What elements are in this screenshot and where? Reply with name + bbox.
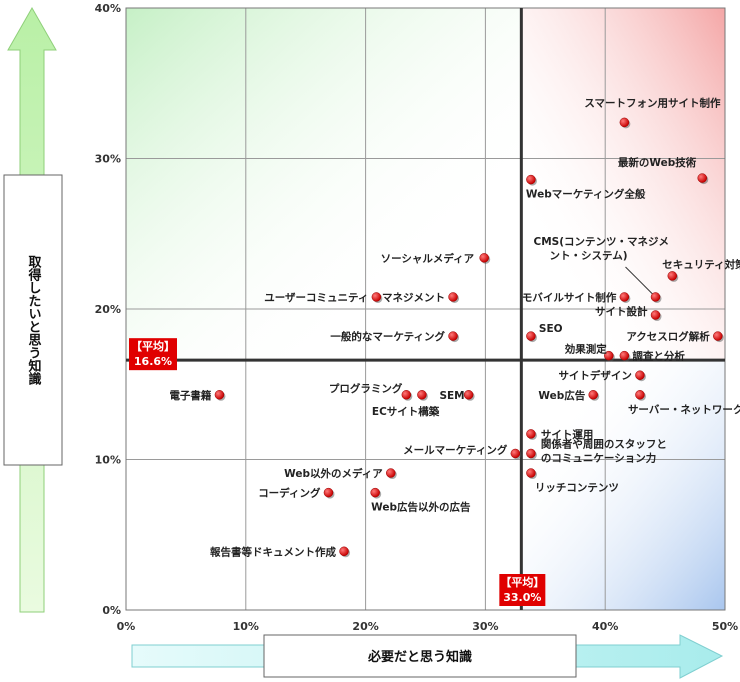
- y-tick-label: 20%: [95, 303, 121, 316]
- y-tick-label: 0%: [102, 604, 121, 617]
- data-point: [417, 390, 427, 400]
- point-label: スマートフォン用サイト制作: [584, 96, 721, 109]
- average-x-label: 【平均】: [500, 575, 544, 589]
- point-label: リッチコンテンツ: [535, 482, 619, 494]
- point-label: 最新のWeb技術: [618, 156, 697, 169]
- quadrant-top-left: [126, 8, 522, 361]
- average-badge-x: [499, 574, 546, 606]
- data-point: [619, 117, 630, 128]
- data-point: [588, 390, 598, 400]
- point-label: 効果測定: [565, 343, 607, 356]
- y-axis-label-box: [3, 174, 63, 466]
- data-point: [339, 546, 349, 557]
- y-tick-label: 10%: [95, 454, 121, 467]
- data-point: [604, 350, 614, 361]
- data-point: [510, 448, 521, 459]
- point-label: サイトデザイン: [558, 369, 632, 382]
- point-label: サイト運用: [541, 429, 594, 441]
- point-label: プログラミング: [329, 382, 403, 395]
- data-point: [650, 310, 661, 320]
- point-label: セキュリティ対策: [662, 258, 740, 271]
- x-axis-label: 必要だと思う知識: [367, 649, 472, 665]
- point-label: ECサイト構築: [372, 405, 440, 418]
- point-label: ソーシャルメディア: [381, 252, 475, 265]
- data-point: [214, 390, 225, 400]
- y-axis-label: 取得したいと思う知識: [26, 255, 43, 386]
- point-label: マネジメント: [382, 292, 445, 304]
- point-label: CMS(コンテンツ・マネジメ: [534, 236, 670, 248]
- data-point: [619, 292, 630, 302]
- data-point: [526, 468, 536, 478]
- point-label: 関係者や周囲のスタッフと: [541, 437, 667, 450]
- y-tick-label: 30%: [95, 153, 121, 166]
- average-y-value: 16.6%: [134, 355, 172, 368]
- x-tick-label: 0%: [117, 620, 136, 633]
- data-point: [526, 448, 536, 459]
- point-label: サーバー・ネットワーク: [628, 404, 740, 416]
- point-label: Webマーケティング全般: [526, 188, 646, 201]
- data-point: [463, 390, 474, 400]
- point-label-line2: のコミュニケーション力: [541, 451, 656, 464]
- data-point: [448, 331, 458, 341]
- data-point: [635, 390, 645, 400]
- y-tick-label: 40%: [95, 2, 121, 15]
- data-point: [371, 292, 382, 302]
- data-point: [697, 173, 707, 183]
- point-label: Web広告: [538, 389, 585, 402]
- x-tick-label: 40%: [592, 620, 618, 633]
- data-point: [323, 487, 334, 498]
- average-y-label: 【平均】: [131, 339, 175, 353]
- data-point: [526, 331, 536, 341]
- x-tick-label: 10%: [233, 620, 259, 633]
- quadrant-bottom-right: [521, 360, 725, 610]
- x-axis-arrow: 必要だと思う知識: [131, 634, 724, 679]
- point-label: SEO: [539, 323, 563, 335]
- point-label: 電子書籍: [169, 389, 211, 402]
- point-label: コーディング: [258, 487, 321, 500]
- data-point: [619, 350, 630, 361]
- point-label: Web広告以外の広告: [371, 501, 471, 514]
- point-label: Web以外のメディア: [284, 467, 383, 480]
- data-point: [713, 331, 723, 341]
- data-point: [386, 468, 396, 478]
- point-label: メールマーケティング: [403, 443, 508, 456]
- leader-line: [625, 266, 654, 296]
- plot-border: [125, 7, 726, 611]
- y-axis-arrow: 取得したいと思う知識: [3, 6, 63, 613]
- average-x-value: 33.0%: [503, 591, 541, 604]
- data-point: [401, 390, 412, 400]
- x-tick-label: 50%: [712, 620, 738, 633]
- data-point: [526, 429, 536, 439]
- point-label: 一般的なマーケティング: [330, 330, 445, 343]
- point-label: アクセスログ解析: [626, 330, 710, 343]
- point-label: 報告書等ドキュメント作成: [210, 545, 336, 558]
- x-tick-label: 20%: [352, 620, 378, 633]
- point-label-line2: ント・システム): [550, 250, 628, 262]
- point-label: 調査と分析: [632, 350, 685, 363]
- point-label: モバイルサイト制作: [522, 291, 617, 304]
- data-point: [479, 253, 489, 263]
- data-point: [370, 487, 380, 498]
- data-point: [526, 174, 536, 185]
- x-axis-label-box: [263, 634, 577, 678]
- plot-area: 0% 10% 20% 30% 40% 50% 0% 10% 20% 30% 40% 【平均】 16.6%…: [95, 2, 740, 633]
- average-badge-y: [129, 338, 177, 371]
- data-point: [650, 292, 661, 302]
- point-label: SEM: [439, 390, 464, 402]
- data-point: [667, 271, 678, 281]
- point-label: ユーザーコミュニティ: [264, 292, 368, 304]
- data-point: [635, 370, 645, 380]
- x-tick-label: 30%: [472, 620, 498, 633]
- data-point: [448, 292, 458, 302]
- point-label: サイト設計: [595, 305, 648, 318]
